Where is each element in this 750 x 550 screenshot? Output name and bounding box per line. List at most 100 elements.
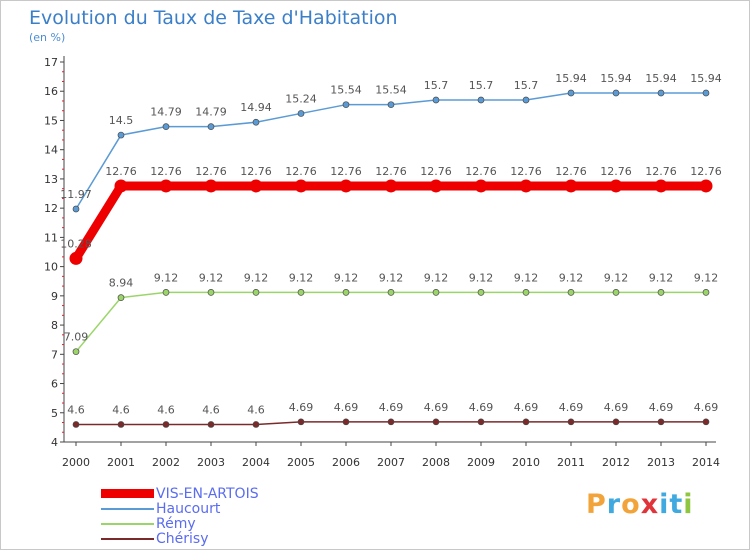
- data-point: [249, 179, 263, 193]
- x-tick-label: 2000: [62, 456, 90, 469]
- data-label: 15.7: [424, 79, 449, 92]
- data-label: 15.94: [645, 72, 677, 85]
- data-point: [432, 418, 440, 426]
- data-point: [477, 288, 485, 296]
- y-tick-label: 15: [44, 114, 58, 127]
- series-ch-risy: [72, 418, 710, 428]
- data-point: [567, 89, 575, 97]
- data-label: 4.6: [247, 403, 265, 416]
- data-point: [69, 251, 83, 265]
- chart-subtitle: (en %): [29, 31, 66, 44]
- logo-letter: o: [621, 489, 641, 520]
- legend-item-remy: Rémy: [101, 516, 259, 532]
- data-point: [342, 418, 350, 426]
- logo-letter: x: [640, 489, 660, 520]
- data-label: 4.69: [559, 401, 584, 414]
- x-tick-label: 2007: [377, 456, 405, 469]
- data-label: 12.76: [645, 165, 677, 178]
- data-point: [702, 89, 710, 97]
- data-point: [72, 421, 80, 428]
- y-tick-label: 14: [44, 144, 58, 157]
- legend-item-haucourt: Haucourt: [101, 500, 259, 517]
- data-label: 15.7: [514, 79, 539, 92]
- data-label: 9.12: [424, 271, 449, 284]
- data-point: [564, 179, 578, 193]
- y-tick-label: 8: [51, 319, 58, 332]
- data-point: [252, 288, 260, 296]
- legend-swatch: [101, 507, 154, 510]
- logo-letter: r: [606, 489, 622, 520]
- proxiti-logo: Proxiti: [586, 489, 694, 520]
- series-line: [75, 291, 706, 353]
- y-tick-label: 10: [44, 261, 58, 274]
- data-point: [294, 179, 308, 193]
- data-label: 9.12: [289, 271, 314, 284]
- data-point: [612, 288, 620, 296]
- data-label: 14.94: [240, 101, 272, 114]
- data-label: 4.6: [202, 403, 220, 416]
- data-point: [522, 288, 530, 296]
- data-point: [297, 418, 305, 426]
- logo-letter: P: [586, 489, 607, 520]
- data-label: 4.69: [289, 401, 314, 414]
- x-tick-label: 2011: [557, 456, 585, 469]
- data-point: [159, 179, 173, 193]
- data-label: 12.76: [555, 165, 587, 178]
- data-label: 9.12: [244, 271, 269, 284]
- data-label: 9.12: [514, 271, 539, 284]
- data-label: 4.6: [157, 403, 175, 416]
- data-point: [567, 418, 575, 426]
- data-point: [207, 288, 215, 296]
- data-label: 9.12: [154, 271, 179, 284]
- x-tick-label: 2005: [287, 456, 315, 469]
- data-label: 9.12: [334, 271, 359, 284]
- legend-label: VIS-EN-ARTOIS: [156, 485, 259, 502]
- data-label: 12.76: [330, 165, 362, 178]
- data-point: [429, 179, 443, 193]
- data-label: 9.12: [559, 271, 584, 284]
- legend-swatch: [101, 522, 154, 525]
- data-label: 12.76: [105, 165, 137, 178]
- data-label: 15.94: [690, 72, 722, 85]
- data-point: [657, 89, 665, 97]
- y-tick-label: 9: [51, 290, 58, 303]
- data-label: 4.69: [604, 401, 629, 414]
- data-point: [207, 123, 215, 130]
- data-point: [117, 294, 125, 301]
- data-point: [387, 418, 395, 426]
- legend-label: Haucourt: [156, 500, 221, 517]
- data-point: [297, 288, 305, 296]
- x-tick-label: 2006: [332, 456, 360, 469]
- series-r-my: [72, 288, 710, 356]
- data-point: [297, 110, 305, 117]
- y-tick-label: 17: [44, 56, 58, 69]
- x-tick-label: 2012: [602, 456, 630, 469]
- y-tick-label: 6: [51, 378, 58, 391]
- data-label: 12.76: [240, 165, 272, 178]
- data-point: [609, 179, 623, 193]
- data-label: 14.5: [109, 114, 134, 127]
- data-label: 15.54: [330, 84, 362, 97]
- y-tick-label: 16: [44, 85, 58, 98]
- data-point: [567, 288, 575, 296]
- data-point: [342, 288, 350, 296]
- legend-item-vis-en-artois: VIS-EN-ARTOIS: [101, 485, 259, 502]
- x-tick-label: 2003: [197, 456, 225, 469]
- data-label: 12.76: [150, 165, 182, 178]
- data-point: [432, 96, 440, 104]
- x-tick-label: 2001: [107, 456, 135, 469]
- data-label: 4.69: [514, 401, 539, 414]
- data-label: 4.6: [67, 403, 85, 416]
- logo-letter: i: [659, 489, 670, 520]
- data-label: 7.09: [64, 331, 89, 344]
- data-label: 14.79: [195, 106, 227, 119]
- data-label: 9.12: [469, 271, 494, 284]
- data-label: 15.24: [285, 92, 317, 105]
- chart-title: Evolution du Taux de Taxe d'Habitation: [29, 7, 398, 29]
- data-point: [162, 123, 170, 130]
- data-point: [654, 179, 668, 193]
- data-label: 4.69: [334, 401, 359, 414]
- y-tick-label: 5: [51, 407, 58, 420]
- legend-item-cherisy: Chérisy: [101, 531, 259, 547]
